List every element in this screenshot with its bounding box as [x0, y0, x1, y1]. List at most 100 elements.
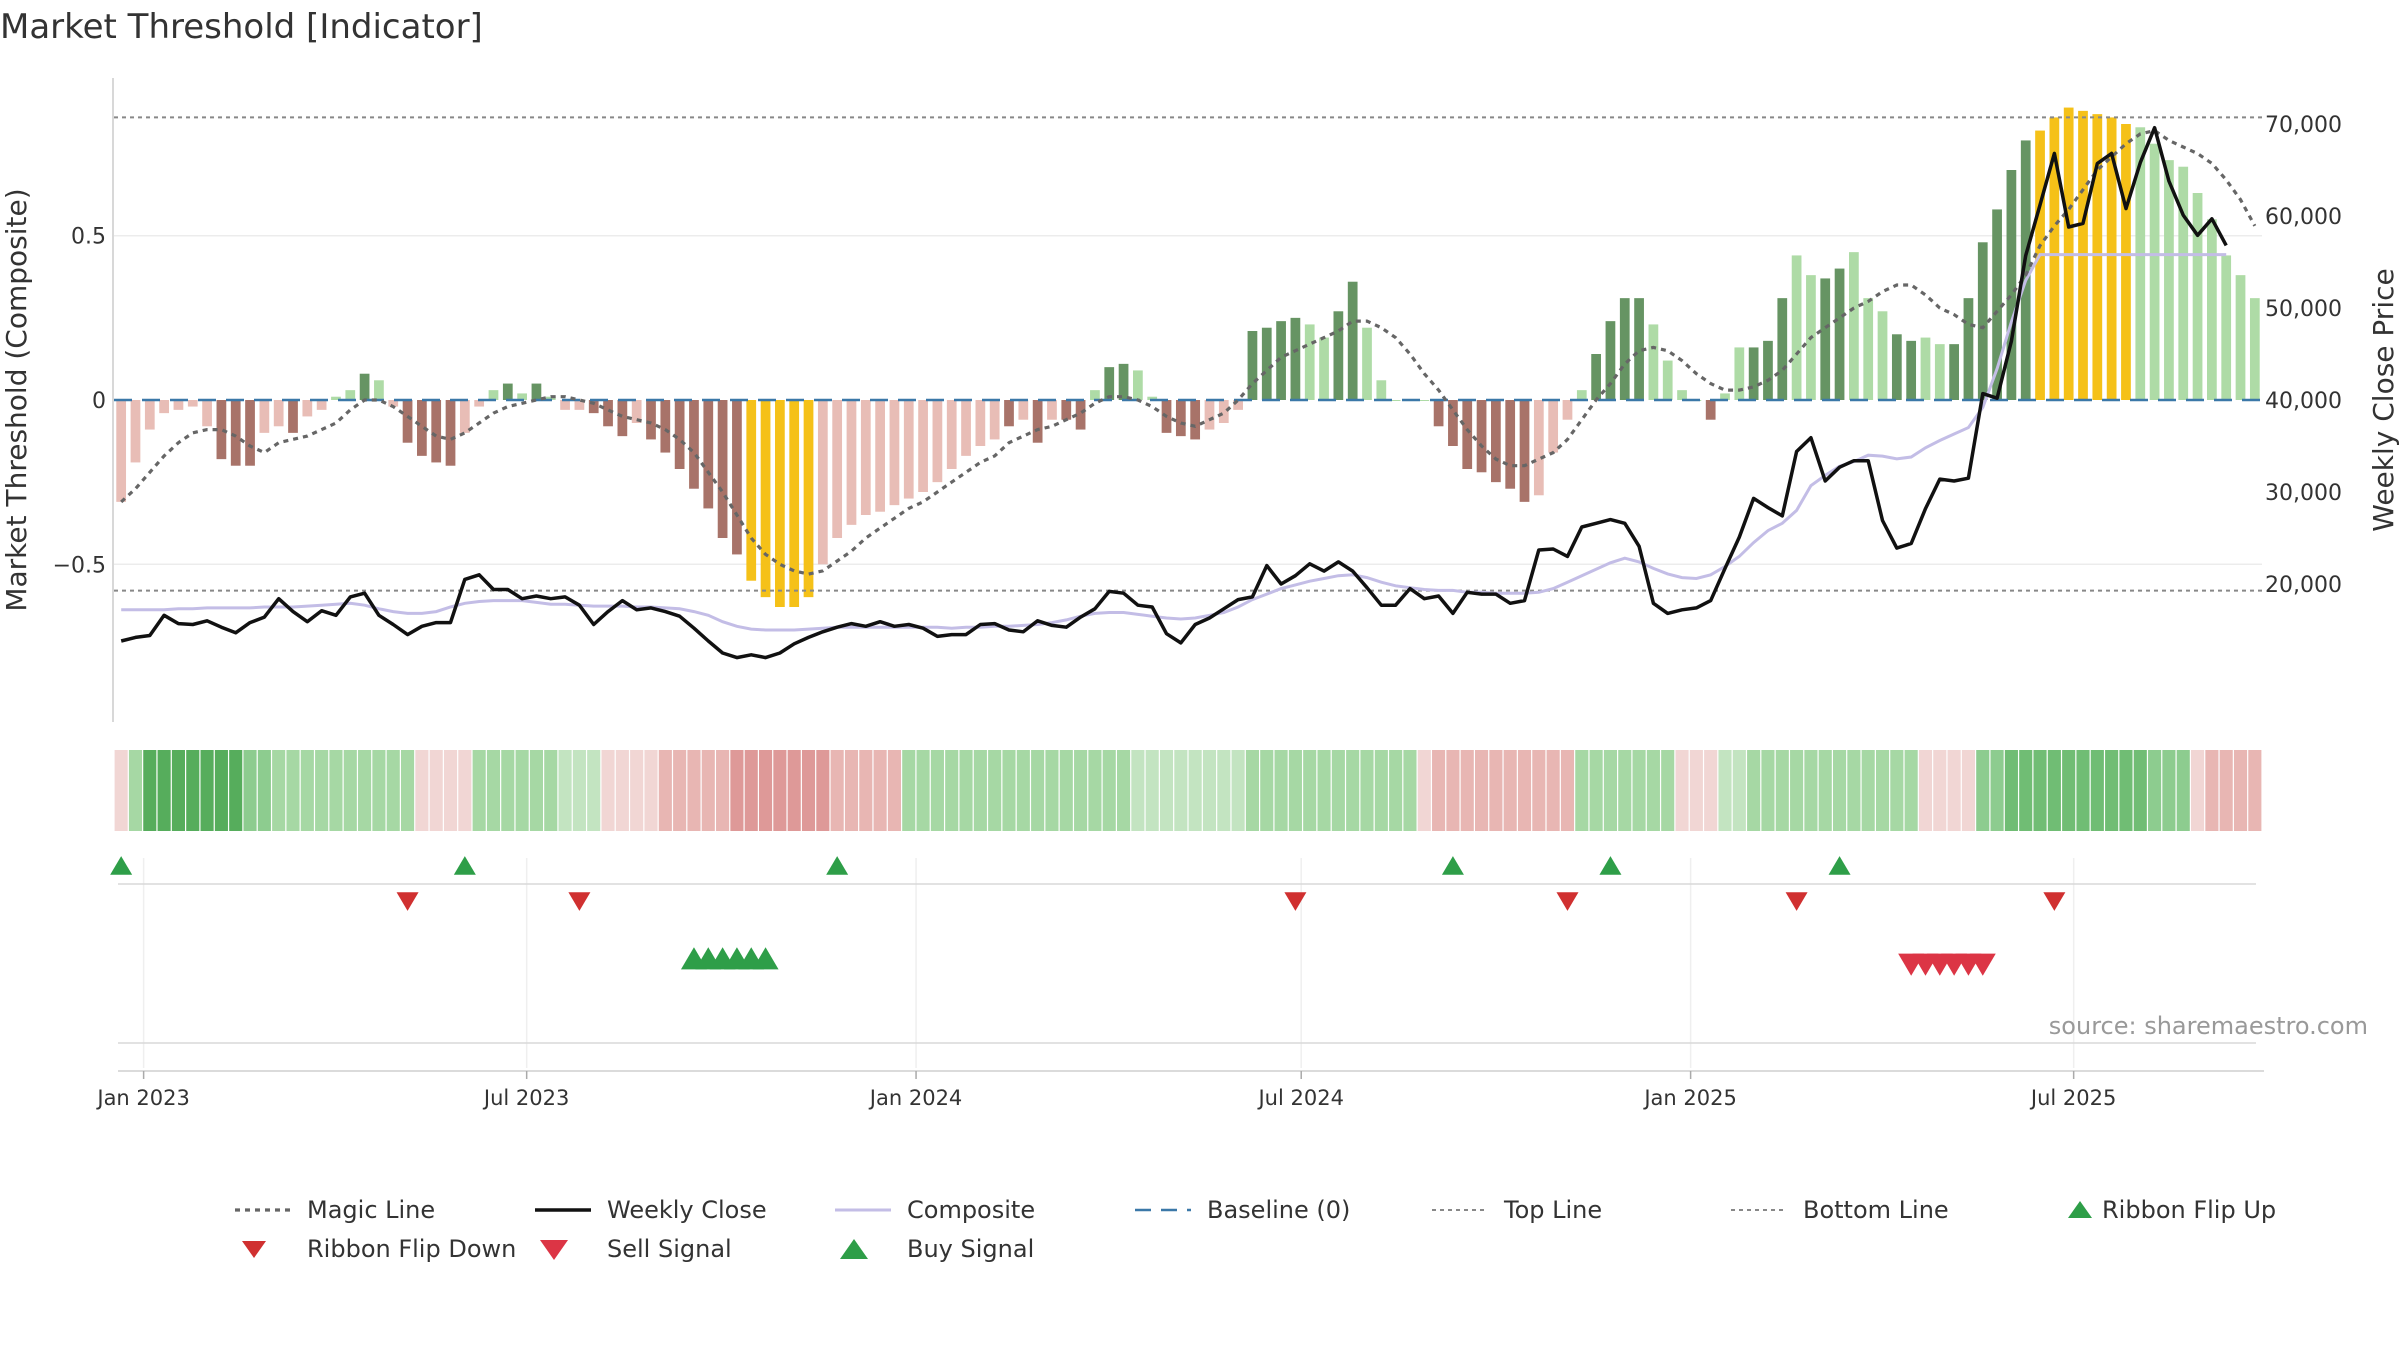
- x-tick-label: Jan 2023: [95, 1086, 190, 1110]
- ribbon-cell: [1775, 750, 1789, 831]
- ribbon-cell: [1904, 750, 1918, 831]
- ribbon-cell: [1074, 750, 1088, 831]
- ribbon-cell: [558, 750, 572, 831]
- ribbon-cell: [128, 750, 143, 831]
- ribbon-cell: [744, 750, 758, 831]
- composite-bar: [832, 400, 843, 538]
- composite-bar: [2149, 143, 2160, 400]
- composite-bar: [431, 400, 442, 463]
- ribbon-cell: [1489, 750, 1503, 831]
- composite-bar: [2092, 114, 2103, 401]
- weekly-close-line: [120, 125, 2228, 660]
- composite-bar: [1319, 337, 1329, 400]
- magic-line: [120, 128, 2257, 576]
- composite-bar: [1906, 340, 1917, 400]
- composite-bar: [517, 393, 527, 400]
- composite-bar: [732, 400, 742, 555]
- composite-bar: [202, 400, 212, 427]
- ribbon-cell: [1818, 750, 1832, 831]
- ribbon-cell: [1618, 750, 1632, 831]
- composite-bar: [689, 400, 699, 489]
- ribbon-cell: [171, 750, 185, 831]
- ribbon-flip-down-marker: [1284, 892, 1307, 911]
- ribbon-flip-up-marker: [110, 856, 133, 875]
- ribbon-cell: [2219, 750, 2233, 831]
- ribbon-cell: [1718, 750, 1732, 831]
- ribbon-cell: [544, 750, 558, 831]
- ribbon-cell: [358, 750, 372, 831]
- signal-panels: Jan 2023 Jul 2023 Jan 2024 Jul 2024 Jan 2025…: [95, 856, 2368, 1110]
- ribbon-cell: [1947, 750, 1961, 831]
- ribbon-cell: [1145, 750, 1159, 831]
- ribbon-cell: [2148, 750, 2162, 831]
- composite-line: [121, 253, 2227, 632]
- composite-bar: [1304, 324, 1315, 400]
- ribbon-cell: [1389, 750, 1403, 831]
- composite-bar: [603, 400, 613, 427]
- ribbon-cell: [1117, 750, 1131, 831]
- ribbon-cell: [2090, 750, 2104, 831]
- composite-bar: [1891, 334, 1902, 400]
- ribbon-cell: [1174, 750, 1188, 831]
- composite-bar: [1562, 400, 1573, 420]
- ribbon-cell: [229, 750, 243, 831]
- legend-label: Buy Signal: [907, 1235, 1034, 1263]
- ribbon-cell: [501, 750, 515, 831]
- reference-lines: [114, 116, 2262, 592]
- ribbon-cell: [1346, 750, 1360, 831]
- y2-tick-label: 70,000: [2265, 113, 2342, 138]
- ribbon-cell: [2119, 750, 2133, 831]
- composite-bar: [1533, 400, 1544, 496]
- ribbon-cell: [615, 750, 629, 831]
- composite-bar: [488, 390, 499, 400]
- composite-bar: [1419, 400, 1430, 401]
- ribbon-flip-up-marker: [1441, 856, 1464, 875]
- ribbon-cell: [2133, 750, 2147, 831]
- composite-bar: [2221, 255, 2232, 400]
- composite-bar: [288, 400, 298, 433]
- composite-bar: [1820, 278, 1831, 400]
- ribbon-cell: [1245, 750, 1259, 831]
- composite-bar: [116, 400, 127, 502]
- ribbon-cell: [415, 750, 429, 831]
- composite-bar: [331, 396, 341, 400]
- ribbon-cell: [1546, 750, 1560, 831]
- ribbon-cell: [401, 750, 415, 831]
- composite-bar: [1133, 370, 1143, 400]
- composite-bar: [1734, 347, 1745, 400]
- composite-bar: [1047, 400, 1057, 420]
- composite-bar: [316, 400, 327, 410]
- y2-axis-label: Weekly Close Price: [2367, 268, 2400, 531]
- composite-bar: [875, 400, 885, 512]
- composite-bar: [1949, 344, 1959, 400]
- composite-bar: [1261, 327, 1272, 400]
- composite-bar: [631, 400, 642, 423]
- ribbon-cell: [372, 750, 386, 831]
- ribbon-cell: [1016, 750, 1030, 831]
- y2-tick-label: 60,000: [2265, 205, 2342, 230]
- composite-bar: [860, 400, 871, 515]
- composite-bar: [588, 400, 599, 414]
- main-panel: 0.5 0 −0.5 70,000 60,000 50,000 40,000 30,000 2…: [0, 78, 2400, 722]
- composite-bar: [1218, 400, 1229, 423]
- ribbon-cell: [1260, 750, 1274, 831]
- composite-bar: [1032, 400, 1043, 443]
- composite-bar: [717, 400, 728, 538]
- ribbon-cell: [1432, 750, 1446, 831]
- ribbon-cell: [873, 750, 887, 831]
- ribbon-cell: [1102, 750, 1116, 831]
- ribbon-cell: [601, 750, 615, 831]
- buy-signal-marker: [752, 947, 779, 970]
- ribbon-cell: [644, 750, 658, 831]
- ribbon-cell: [2248, 750, 2262, 831]
- ribbon-cell: [257, 750, 271, 831]
- ribbon-cell: [1747, 750, 1761, 831]
- composite-bar: [417, 400, 427, 456]
- composite-bar: [1720, 393, 1730, 400]
- chart-title: Market Threshold [Indicator]: [0, 7, 483, 47]
- composite-bar: [1963, 298, 1974, 400]
- series-lines: [120, 125, 2257, 660]
- legend-label: Top Line: [1503, 1196, 1602, 1224]
- composite-bar: [230, 400, 241, 466]
- ribbon-cell: [1274, 750, 1288, 831]
